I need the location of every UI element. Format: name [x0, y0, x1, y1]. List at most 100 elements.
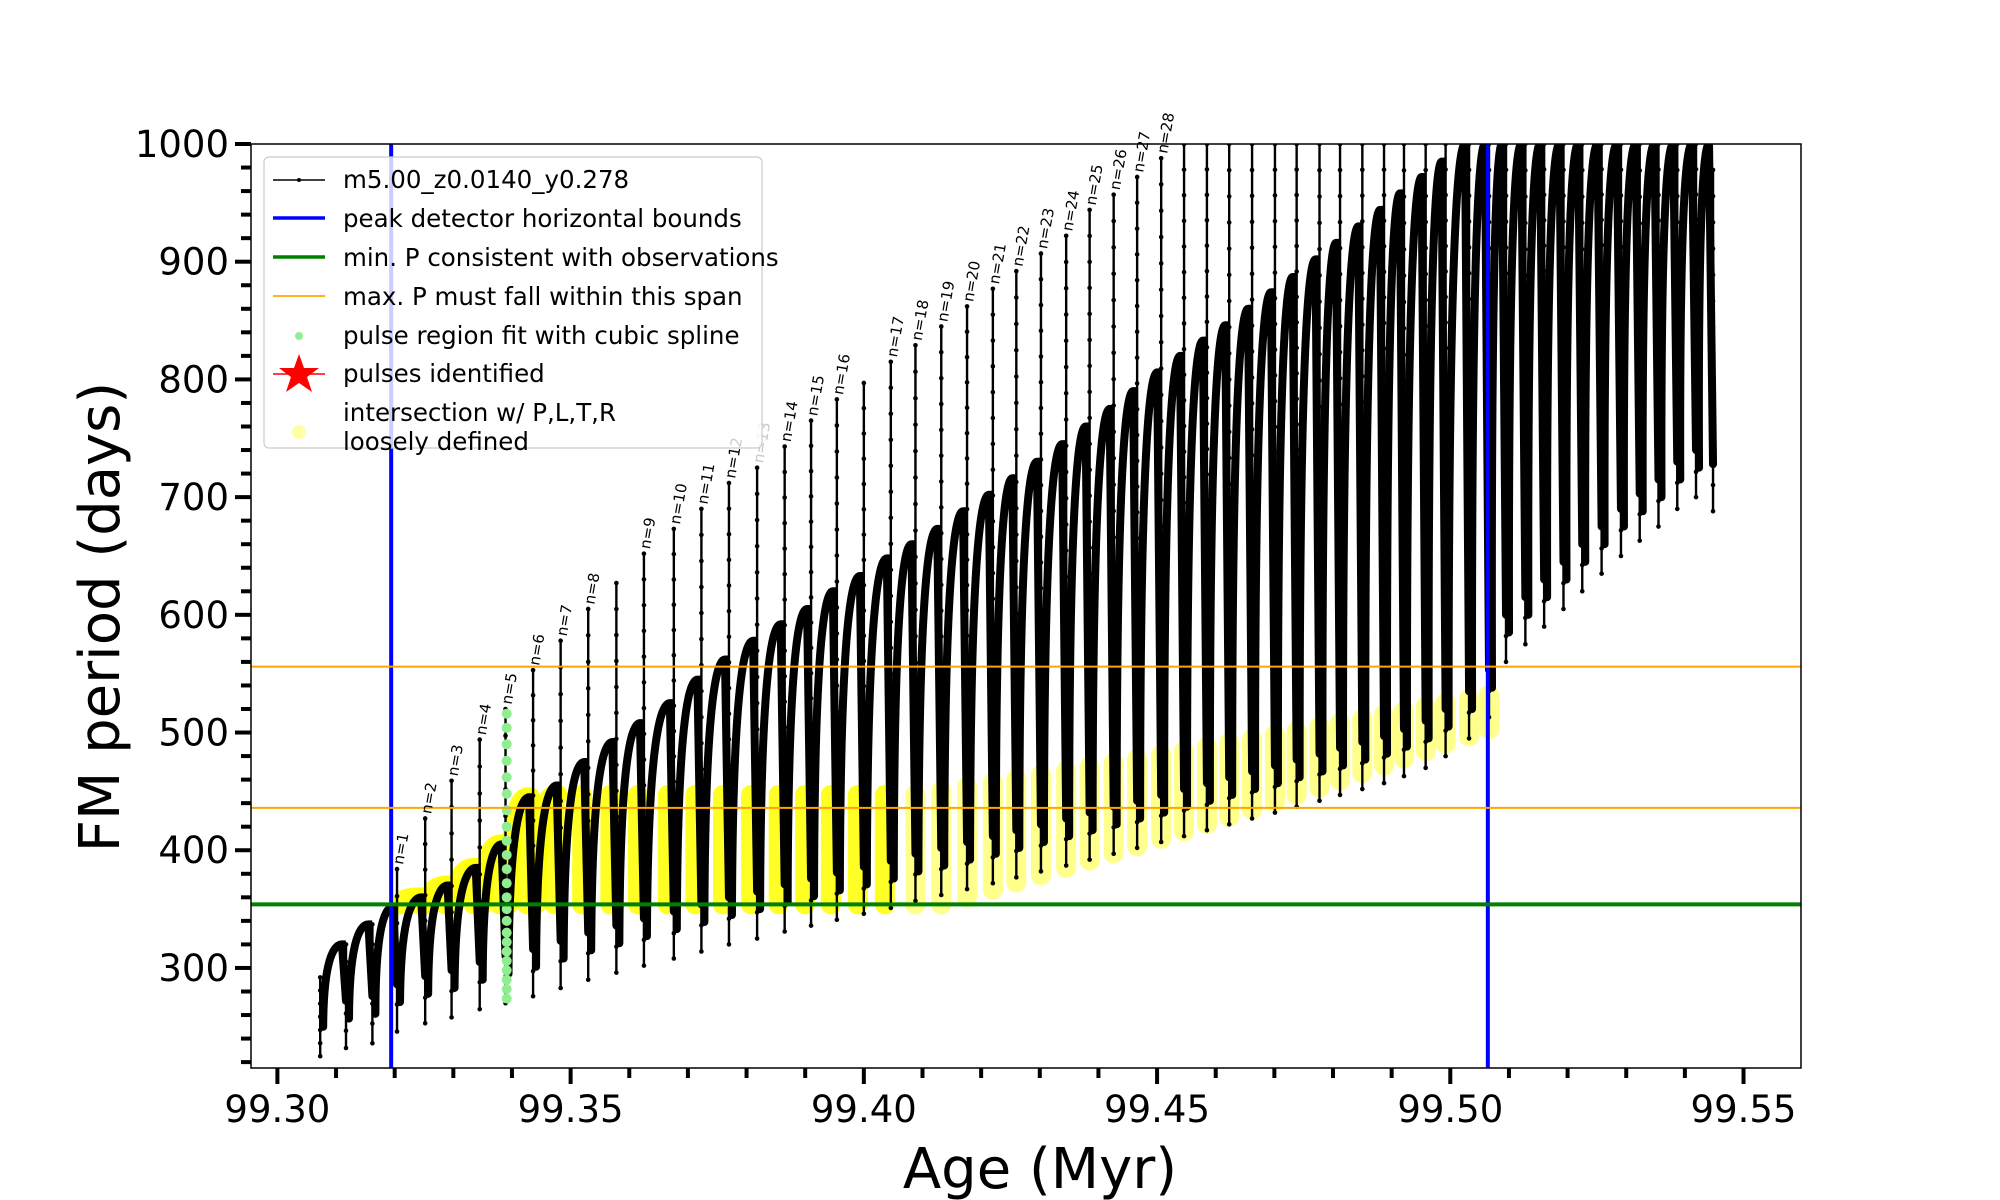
- track-marker: [1272, 347, 1278, 353]
- star-icon: [279, 354, 319, 392]
- track-marker: [888, 905, 894, 911]
- track-marker: [1381, 320, 1387, 326]
- track-marker: [530, 818, 536, 823]
- track-marker: [1579, 588, 1585, 594]
- track-marker: [1204, 827, 1210, 833]
- track-marker: [808, 620, 814, 625]
- track-marker: [1134, 226, 1140, 231]
- track-marker: [422, 816, 428, 821]
- track-marker: [1111, 561, 1116, 567]
- track-marker: [754, 622, 760, 627]
- track-marker: [1360, 296, 1365, 302]
- track-marker: [1294, 218, 1299, 223]
- spline-point: [501, 755, 512, 766]
- y-axis-title: FM period (days): [68, 382, 133, 852]
- track-marker: [1014, 875, 1019, 880]
- track-marker: [1226, 324, 1232, 330]
- track-marker: [808, 569, 814, 575]
- track-marker: [1693, 494, 1699, 500]
- track-hump: [1205, 321, 1234, 805]
- track-marker: [834, 579, 840, 584]
- track-marker: [782, 724, 787, 730]
- track-marker: [888, 463, 894, 469]
- track-hump: [1562, 144, 1587, 584]
- track-marker: [1204, 268, 1210, 274]
- track-marker: [782, 520, 787, 526]
- track-marker: [1579, 168, 1585, 173]
- track-marker: [726, 583, 732, 588]
- track-marker: [1401, 194, 1407, 199]
- track-marker: [1401, 352, 1407, 357]
- track-marker: [1423, 765, 1428, 771]
- track-marker: [1637, 168, 1643, 173]
- track-marker: [1249, 816, 1255, 821]
- track-marker: [477, 872, 483, 877]
- track-marker: [699, 949, 704, 954]
- track-marker: [1204, 345, 1210, 350]
- track-hump: [1694, 144, 1718, 472]
- track-marker: [913, 898, 918, 904]
- legend-label-track: m5.00_z0.0140_y0.278: [343, 165, 629, 194]
- track-marker: [861, 380, 867, 386]
- track-marker: [938, 349, 944, 355]
- spline-point: [501, 821, 512, 832]
- track-marker: [1381, 167, 1387, 172]
- track-marker: [1656, 243, 1661, 249]
- track-marker: [1249, 375, 1255, 380]
- track-hump: [810, 587, 841, 901]
- track-marker: [1503, 271, 1509, 276]
- track-marker: [1038, 405, 1044, 411]
- track-marker: [990, 596, 996, 602]
- track-marker: [1317, 273, 1322, 278]
- track-marker: [1637, 194, 1643, 200]
- track-marker: [614, 788, 619, 794]
- track-marker: [1158, 182, 1164, 187]
- track-marker: [1710, 430, 1716, 435]
- track-marker: [503, 733, 508, 739]
- track-marker: [1272, 810, 1278, 815]
- legend-label-min-p: min. P consistent with observations: [343, 243, 779, 272]
- track-marker: [1561, 167, 1566, 173]
- track-marker: [1181, 474, 1187, 480]
- track-marker: [641, 680, 647, 685]
- track-marker: [449, 778, 454, 784]
- track-marker: [808, 418, 814, 423]
- track-marker: [964, 354, 970, 360]
- track-marker: [558, 638, 563, 644]
- track-marker: [726, 608, 732, 614]
- track-marker: [913, 660, 918, 666]
- y-tick-label: 800: [158, 358, 229, 401]
- track-marker: [449, 857, 454, 862]
- track-marker: [1111, 218, 1116, 224]
- track-marker: [558, 852, 563, 857]
- spline-point: [501, 788, 512, 799]
- track-hump: [1676, 144, 1701, 484]
- track-marker: [1423, 297, 1428, 303]
- legend-spline-dot-icon: [295, 332, 303, 340]
- track-marker: [1401, 220, 1407, 226]
- track-marker: [1541, 624, 1547, 629]
- track-marker: [861, 709, 867, 714]
- track-marker: [990, 312, 996, 317]
- track-marker: [1014, 611, 1019, 617]
- track-marker: [641, 731, 647, 737]
- track-marker: [699, 506, 704, 512]
- track-marker: [1337, 219, 1343, 225]
- track-marker: [1249, 271, 1255, 277]
- track-marker: [782, 622, 787, 628]
- track-marker: [585, 818, 591, 824]
- track-marker: [1423, 167, 1428, 173]
- track-marker: [964, 658, 970, 664]
- track-marker: [1063, 390, 1069, 396]
- track-marker: [614, 632, 619, 638]
- track-marker: [1087, 519, 1092, 525]
- track-hump: [587, 737, 621, 955]
- pulse-label: n=6: [525, 633, 548, 667]
- track-marker: [754, 570, 760, 575]
- track-marker: [1204, 294, 1210, 299]
- legend: m5.00_z0.0140_y0.278 peak detector horiz…: [263, 156, 779, 456]
- track-marker: [1443, 371, 1448, 376]
- track-marker: [1181, 398, 1187, 403]
- track-marker: [1158, 339, 1164, 345]
- track-marker: [1317, 378, 1322, 383]
